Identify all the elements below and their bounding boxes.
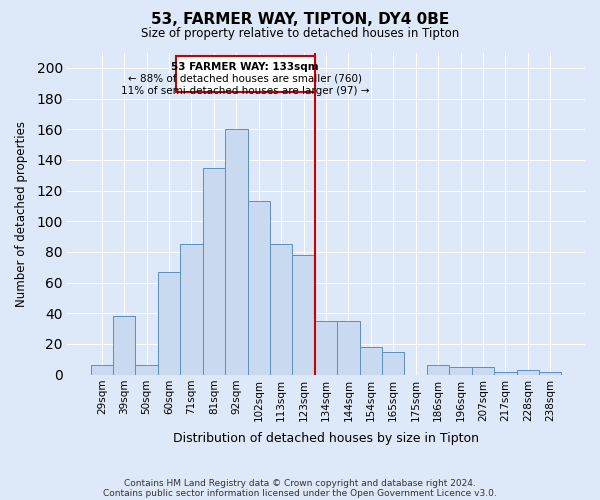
Bar	[472, 367, 494, 374]
Bar	[180, 244, 203, 374]
Bar	[494, 372, 517, 374]
Bar	[113, 316, 136, 374]
Bar	[292, 255, 315, 374]
Bar	[359, 347, 382, 374]
Text: 53 FARMER WAY: 133sqm: 53 FARMER WAY: 133sqm	[172, 62, 319, 72]
Bar	[248, 202, 270, 374]
Bar	[158, 272, 180, 374]
Bar	[449, 367, 472, 374]
Bar	[203, 168, 225, 374]
Text: Contains HM Land Registry data © Crown copyright and database right 2024.: Contains HM Land Registry data © Crown c…	[124, 478, 476, 488]
Bar	[539, 372, 562, 374]
Bar	[315, 321, 337, 374]
Text: ← 88% of detached houses are smaller (760): ← 88% of detached houses are smaller (76…	[128, 74, 362, 84]
Bar	[517, 370, 539, 374]
Text: Size of property relative to detached houses in Tipton: Size of property relative to detached ho…	[141, 28, 459, 40]
Text: 53, FARMER WAY, TIPTON, DY4 0BE: 53, FARMER WAY, TIPTON, DY4 0BE	[151, 12, 449, 28]
Bar	[337, 321, 359, 374]
Bar	[136, 366, 158, 374]
Text: Contains public sector information licensed under the Open Government Licence v3: Contains public sector information licen…	[103, 488, 497, 498]
Bar	[382, 352, 404, 374]
FancyBboxPatch shape	[176, 56, 315, 92]
Bar	[225, 129, 248, 374]
Y-axis label: Number of detached properties: Number of detached properties	[15, 120, 28, 306]
Text: 11% of semi-detached houses are larger (97) →: 11% of semi-detached houses are larger (…	[121, 86, 370, 96]
Bar	[270, 244, 292, 374]
Bar	[91, 366, 113, 374]
X-axis label: Distribution of detached houses by size in Tipton: Distribution of detached houses by size …	[173, 432, 479, 445]
Bar	[427, 366, 449, 374]
